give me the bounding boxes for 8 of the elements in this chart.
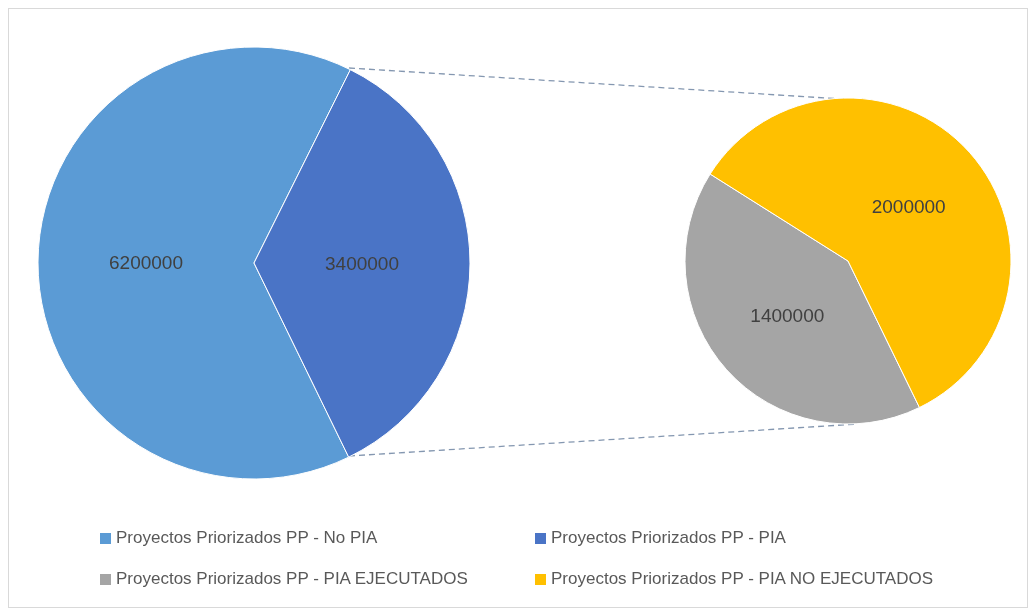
data-label: 2000000 — [871, 196, 946, 218]
data-label: 3400000 — [325, 252, 399, 274]
legend-label: Proyectos Priorizados PP - PIA NO EJECUTADOS — [551, 569, 933, 589]
legend-label: Proyectos Priorizados PP - PIA — [551, 528, 786, 548]
data-label: 6200000 — [109, 252, 183, 274]
data-label: 1400000 — [750, 304, 825, 326]
legend-label: Proyectos Priorizados PP - PIA EJECUTADOS — [116, 569, 468, 589]
legend-label: Proyectos Priorizados PP - No PIA — [116, 528, 378, 548]
